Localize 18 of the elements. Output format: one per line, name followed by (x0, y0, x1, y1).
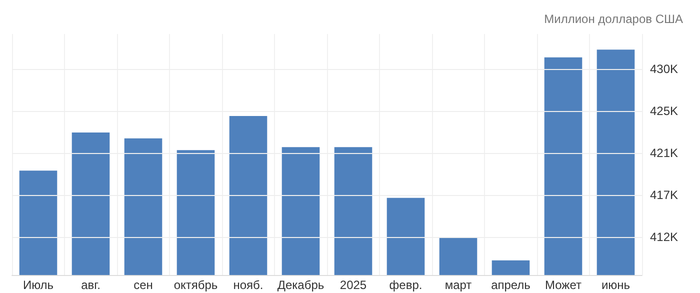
x-tick-label: Может (545, 278, 582, 292)
y-tick-label: 412K (650, 230, 678, 244)
y-tick-label: 430K (650, 62, 678, 76)
x-tick-label: Декабрь (277, 278, 324, 292)
x-tick-label: октябрь (174, 278, 218, 292)
y-tick-label: 425K (650, 104, 678, 118)
x-tick-label: апрель (491, 278, 530, 292)
x-tick-label: авг. (81, 278, 100, 292)
x-tick-label: нояб. (233, 278, 264, 292)
x-tick-label: июнь (601, 278, 630, 292)
x-tick-label: февр. (389, 278, 422, 292)
x-tick-label: сен (134, 278, 153, 292)
x-tick-label: март (444, 278, 472, 292)
y-tick-label: 417K (650, 188, 678, 202)
y-axis-title: Миллион долларов США (544, 12, 684, 26)
y-tick-label: 421K (650, 146, 678, 160)
x-tick-label: 2025 (340, 278, 367, 292)
x-tick-label: Июль (22, 278, 54, 292)
